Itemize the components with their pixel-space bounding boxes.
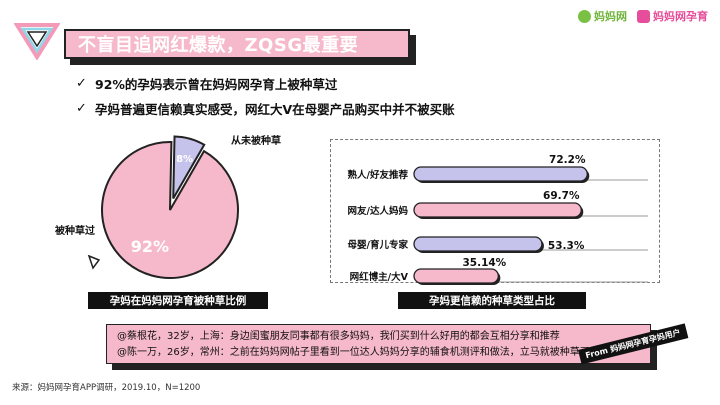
pie-slice-never-seeded [172, 135, 206, 199]
bar-value-label: 69.7% [543, 190, 580, 202]
bar-value-label: 53.3% [548, 240, 585, 252]
mamawang-logo: 妈妈网 [578, 8, 627, 24]
decorative-triangle-icon [87, 254, 101, 270]
bar [413, 236, 543, 252]
user-quote: @陈一万，26岁，常州：之前在妈妈网帖子里看到一位达人妈妈分享的辅食机测评和做法… [117, 347, 590, 358]
checkmark-icon: ✓ [76, 76, 87, 91]
decorative-triangle-icon [14, 23, 60, 60]
source-note: 来源：妈妈网孕育APP调研，2019.10，N=1200 [12, 383, 201, 393]
bar [413, 268, 499, 284]
bullet-text: 92%的孕妈表示曾在妈妈网孕育上被种草过 [95, 77, 338, 92]
mamawang-logo-icon [578, 9, 591, 23]
mamawang-yunyu-logo-text: 妈妈网孕育 [653, 10, 708, 23]
bar [413, 202, 582, 218]
pie-category-label: 被种草过 [55, 224, 95, 237]
mamawang-yunyu-logo-icon [637, 9, 650, 23]
mamawang-logo-text: 妈妈网 [594, 10, 627, 23]
pie-slice-seeded [101, 141, 239, 279]
bar-category-label: 母婴/育儿专家 [348, 239, 409, 251]
bar-chart: 熟人/好友推荐 72.2% 网友/达人妈妈 69.7% 母婴/育儿专家 53.3% 网红博主… [348, 154, 648, 285]
page-title: 不盲目追网红爆款，ZQSG最重要 [78, 35, 359, 56]
checkmark-icon: ✓ [76, 101, 87, 116]
bullet-text: 孕妈普遍更信赖真实感受，网红大V在母婴产品购买中并不被买账 [95, 102, 455, 117]
bar [413, 166, 588, 182]
bar-value-label: 35.14% [462, 257, 506, 269]
bar-category-label: 网友/达人妈妈 [348, 205, 409, 217]
pie-chart: 92% 8% 被种草过 从未被种草 [55, 134, 281, 279]
pie-chart-caption: 孕妈在妈妈网孕育被种草比例 [88, 292, 268, 309]
user-quote: @蔡根花，32岁，上海：身边闺蜜朋友同事都有很多妈妈，我们买到什么好用的都会互相… [117, 331, 560, 342]
pie-category-label: 从未被种草 [231, 134, 281, 147]
bar-category-label: 熟人/好友推荐 [348, 169, 409, 181]
bar-chart-caption: 孕妈更信赖的种草类型占比 [398, 292, 586, 309]
mamawang-yunyu-logo: 妈妈网孕育 [637, 8, 708, 24]
bar-category-label: 网红博主/大V [350, 271, 409, 283]
bullet-item: ✓ 孕妈普遍更信赖真实感受，网红大V在母婴产品购买中并不被买账 [76, 99, 455, 118]
bar-value-label: 72.2% [549, 154, 586, 166]
pie-value-label: 92% [131, 237, 169, 256]
brand-logos: 妈妈网 妈妈网孕育 [578, 8, 708, 24]
pie-value-label: 8% [176, 154, 193, 165]
bullet-item: ✓ 92%的孕妈表示曾在妈妈网孕育上被种草过 [76, 74, 337, 93]
title-banner: 不盲目追网红爆款，ZQSG最重要 [64, 29, 410, 59]
user-quotes-box: @蔡根花，32岁，上海：身边闺蜜朋友同事都有很多妈妈，我们买到什么好用的都会互相… [106, 324, 651, 364]
